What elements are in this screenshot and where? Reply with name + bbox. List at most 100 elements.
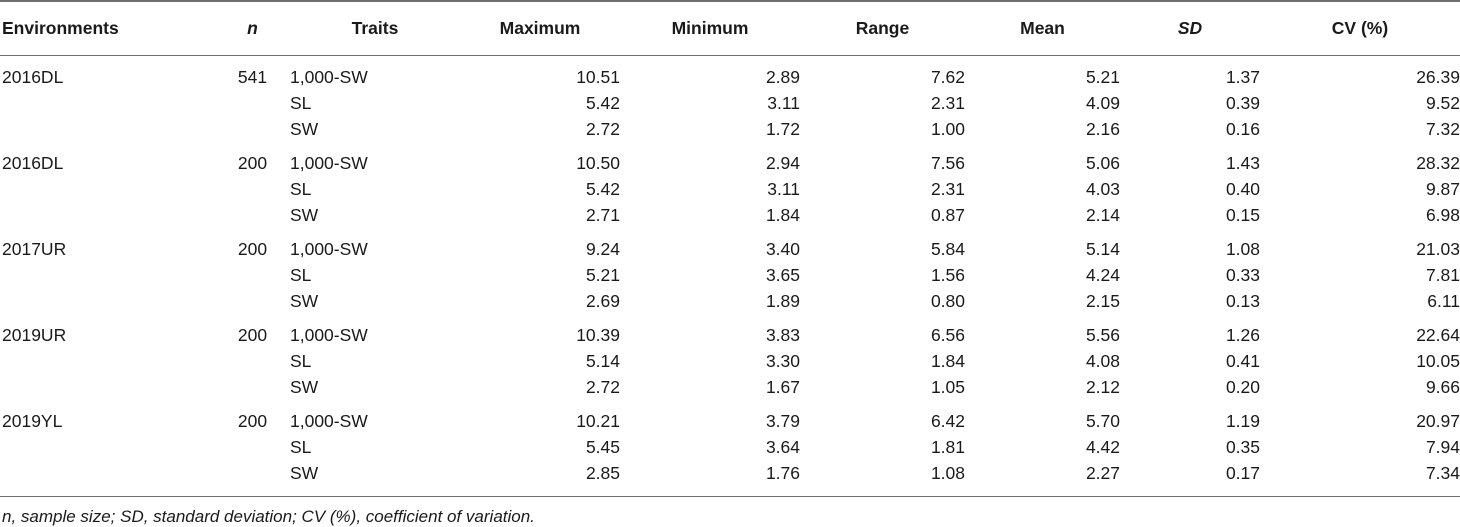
cell-minimum: 1.89 bbox=[765, 291, 800, 311]
cell-sd: 0.40 bbox=[1225, 179, 1260, 199]
cell-maximum: 5.45 bbox=[585, 437, 620, 457]
cell-maximum: 5.42 bbox=[585, 93, 620, 113]
cell-n bbox=[215, 176, 290, 202]
cell-environment bbox=[0, 202, 215, 228]
cell-sd: 0.39 bbox=[1225, 93, 1260, 113]
header-traits: Traits bbox=[351, 18, 399, 38]
cell-sd: 1.37 bbox=[1225, 67, 1260, 87]
table-row: SW 2.69 1.89 0.80 2.15 0.13 6.11 bbox=[0, 288, 1460, 314]
cell-maximum: 2.72 bbox=[585, 119, 620, 139]
cell-mean: 2.16 bbox=[1085, 119, 1120, 139]
table-row: 2019UR 200 1,000-SW 10.39 3.83 6.56 5.56 1.26 22… bbox=[0, 314, 1460, 348]
cell-mean: 5.56 bbox=[1085, 325, 1120, 345]
cell-sd: 1.19 bbox=[1225, 411, 1260, 431]
cell-maximum: 5.42 bbox=[585, 179, 620, 199]
cell-cv: 7.81 bbox=[1425, 265, 1460, 285]
cell-cv: 20.97 bbox=[1416, 411, 1460, 431]
cell-range: 7.56 bbox=[930, 153, 965, 173]
cell-mean: 4.08 bbox=[1085, 351, 1120, 371]
cell-cv: 21.03 bbox=[1416, 239, 1460, 259]
table-footnote: n, sample size; SD, standard deviation; … bbox=[2, 507, 535, 526]
cell-n bbox=[215, 374, 290, 400]
cell-trait: SL bbox=[290, 179, 312, 199]
cell-range: 1.56 bbox=[930, 265, 965, 285]
trait-statistics-table: Environments n Traits Maximum Minimum Ra… bbox=[0, 1, 1460, 497]
cell-maximum: 10.50 bbox=[576, 153, 620, 173]
cell-mean: 5.06 bbox=[1085, 153, 1120, 173]
cell-mean: 4.24 bbox=[1085, 265, 1120, 285]
table-row: 2019YL 200 1,000-SW 10.21 3.79 6.42 5.70 1.19 20… bbox=[0, 400, 1460, 434]
cell-mean: 4.09 bbox=[1085, 93, 1120, 113]
table-row: SL 5.45 3.64 1.81 4.42 0.35 7.94 bbox=[0, 434, 1460, 460]
cell-cv: 7.34 bbox=[1425, 463, 1460, 483]
cell-sd: 0.20 bbox=[1225, 377, 1260, 397]
cell-environment: 2019YL bbox=[2, 411, 63, 431]
cell-minimum: 3.64 bbox=[765, 437, 800, 457]
cell-range: 0.80 bbox=[930, 291, 965, 311]
table-row: SW 2.71 1.84 0.87 2.14 0.15 6.98 bbox=[0, 202, 1460, 228]
cell-maximum: 2.69 bbox=[585, 291, 620, 311]
cell-maximum: 9.24 bbox=[585, 239, 620, 259]
cell-minimum: 1.67 bbox=[765, 377, 800, 397]
cell-minimum: 3.11 bbox=[767, 93, 800, 113]
cell-n bbox=[215, 434, 290, 460]
cell-minimum: 3.30 bbox=[765, 351, 800, 371]
cell-environment: 2016DL bbox=[2, 153, 64, 173]
cell-minimum: 3.11 bbox=[767, 179, 800, 199]
cell-trait: 1,000-SW bbox=[290, 153, 368, 173]
cell-cv: 26.39 bbox=[1416, 67, 1460, 87]
header-sd: SD bbox=[1177, 18, 1203, 38]
cell-n bbox=[215, 460, 290, 497]
header-n: n bbox=[247, 18, 258, 38]
cell-environment: 2019UR bbox=[2, 325, 67, 345]
cell-environment bbox=[0, 116, 215, 142]
cell-cv: 7.32 bbox=[1425, 119, 1460, 139]
cell-minimum: 2.89 bbox=[765, 67, 800, 87]
header-minimum: Minimum bbox=[671, 18, 749, 38]
cell-sd: 0.33 bbox=[1225, 265, 1260, 285]
cell-mean: 5.21 bbox=[1085, 67, 1120, 87]
cell-range: 2.31 bbox=[930, 93, 965, 113]
cell-minimum: 1.72 bbox=[765, 119, 800, 139]
cell-cv: 9.52 bbox=[1425, 93, 1460, 113]
cell-environment bbox=[0, 90, 215, 116]
cell-n bbox=[215, 348, 290, 374]
cell-mean: 5.14 bbox=[1085, 239, 1120, 259]
cell-minimum: 1.76 bbox=[765, 463, 800, 483]
cell-range: 6.42 bbox=[930, 411, 965, 431]
cell-range: 5.84 bbox=[930, 239, 965, 259]
cell-maximum: 10.39 bbox=[576, 325, 620, 345]
table-row: SW 2.85 1.76 1.08 2.27 0.17 7.34 bbox=[0, 460, 1460, 497]
cell-n bbox=[215, 262, 290, 288]
cell-range: 1.81 bbox=[930, 437, 965, 457]
cell-sd: 0.35 bbox=[1225, 437, 1260, 457]
table-row: SL 5.14 3.30 1.84 4.08 0.41 10.05 bbox=[0, 348, 1460, 374]
cell-environment bbox=[0, 176, 215, 202]
cell-n bbox=[215, 116, 290, 142]
cell-environment bbox=[0, 374, 215, 400]
table-row: SW 2.72 1.67 1.05 2.12 0.20 9.66 bbox=[0, 374, 1460, 400]
cell-range: 2.31 bbox=[930, 179, 965, 199]
cell-trait: 1,000-SW bbox=[290, 239, 368, 259]
cell-trait: SW bbox=[290, 377, 319, 397]
table-row: SW 2.72 1.72 1.00 2.16 0.16 7.32 bbox=[0, 116, 1460, 142]
cell-n bbox=[215, 288, 290, 314]
cell-cv: 22.64 bbox=[1416, 325, 1460, 345]
cell-range: 1.05 bbox=[930, 377, 965, 397]
cell-mean: 2.12 bbox=[1085, 377, 1120, 397]
cell-sd: 0.13 bbox=[1225, 291, 1260, 311]
cell-environment bbox=[0, 348, 215, 374]
cell-trait: SL bbox=[290, 93, 312, 113]
cell-range: 1.84 bbox=[930, 351, 965, 371]
cell-n bbox=[215, 90, 290, 116]
cell-maximum: 5.14 bbox=[585, 351, 620, 371]
cell-n: 200 bbox=[237, 239, 268, 259]
cell-n: 200 bbox=[237, 411, 268, 431]
cell-maximum: 2.71 bbox=[585, 205, 620, 225]
cell-sd: 0.16 bbox=[1225, 119, 1260, 139]
cell-trait: SL bbox=[290, 351, 312, 371]
cell-range: 1.08 bbox=[930, 463, 965, 483]
cell-minimum: 3.65 bbox=[765, 265, 800, 285]
cell-minimum: 2.94 bbox=[765, 153, 800, 173]
header-range: Range bbox=[855, 18, 910, 38]
